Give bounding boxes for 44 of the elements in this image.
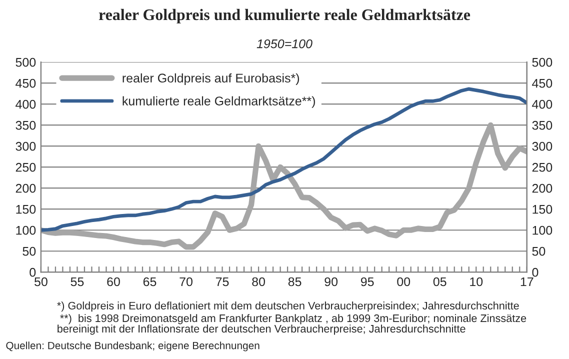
y-tick-label: 50 [22, 246, 36, 256]
y2-tick-label: 200 [532, 184, 552, 193]
legend-label: kumulierte reale Geldmarktsätze**) [122, 96, 315, 108]
line-series [40, 87, 527, 232]
chart-title: realer Goldpreis und kumulierte reale Geldmarktsätze [98, 8, 470, 24]
x-tick-label: 80 [252, 277, 266, 286]
y2-tick-label: 500 [532, 58, 552, 67]
y-tick-label: 400 [16, 100, 36, 109]
x-tick-label: 50 [34, 277, 48, 286]
y2-tick-label: 100 [532, 226, 552, 235]
x-tick-label: 00 [397, 277, 410, 286]
x-tick-label: 75 [216, 277, 229, 286]
y2-tick-label: 300 [532, 142, 552, 151]
y-tick-label: 200 [16, 184, 36, 193]
y2-tick-label: 50 [532, 246, 546, 256]
y2-tick-label: 250 [532, 162, 552, 172]
y2-tick-label: 400 [532, 100, 552, 109]
x-tick-label: 17 [520, 277, 534, 286]
y-tick-label: 100 [16, 226, 36, 235]
y-tick-label: 300 [16, 142, 36, 151]
x-tick-label: 90 [324, 277, 338, 286]
x-tick-label: 70 [180, 277, 192, 286]
y-tick-label: 0 [30, 268, 36, 277]
text: *) Goldpreis in Euro deflationiert mit dem deutschen Verbraucherpreisindex; Jahresdurchschnitte [57, 302, 519, 312]
y2-tick-label: 150 [532, 204, 552, 214]
source-note: Quellen: Deutsche Bundesbank; eigene Berechnungen [6, 342, 260, 352]
y2-tick-label: 450 [532, 78, 552, 88]
x-tick-label: 10 [470, 277, 483, 286]
y-tick-label: 500 [16, 58, 36, 67]
x-tick-label: 95 [360, 277, 374, 286]
x-tick-label: 85 [288, 277, 302, 286]
x-tick-label: 65 [143, 277, 156, 286]
y2-tick-label: 0 [532, 268, 538, 277]
x-tick-label: 55 [70, 277, 84, 286]
text: **) bis 1998 Dreimonatsgeld am Frankfurter Bankplatz , ab 1999 3m-Euribor; nominale Zinssätze bereinigt mit der Inflationsrate der deutschen Verbraucherpreise; Jahresdurchschnitte [58, 314, 526, 335]
y-tick-label: 250 [16, 162, 36, 172]
x-tick-label: 60 [107, 277, 120, 286]
x-tick-label: 05 [433, 277, 446, 286]
y2-tick-label: 350 [532, 120, 552, 130]
y-tick-label: 150 [16, 204, 36, 214]
legend-label: realer Goldpreis auf Eurobasis*) [122, 73, 300, 86]
chart-subtitle: 1950=100 [256, 39, 312, 48]
y-tick-label: 350 [16, 120, 36, 130]
y-tick-label: 450 [16, 78, 36, 88]
